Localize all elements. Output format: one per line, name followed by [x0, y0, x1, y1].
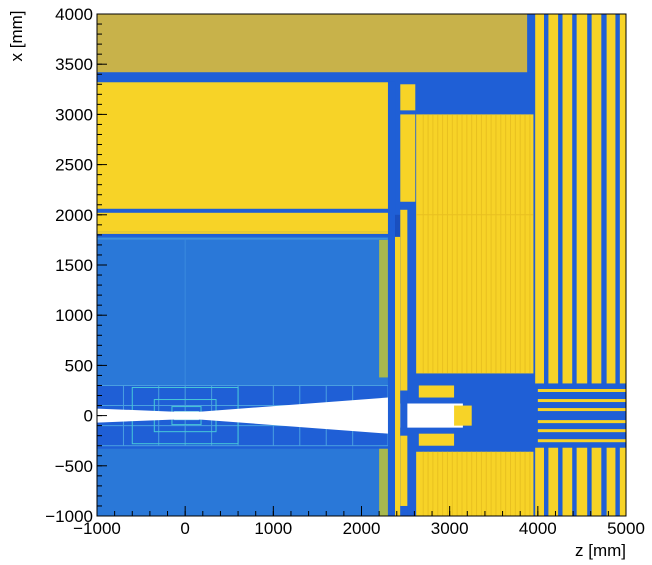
forward-far-stripe-lower-0 — [535, 447, 545, 516]
plot-area — [96, 14, 626, 516]
x-tick-label: −1000 — [73, 519, 121, 538]
beam-pipe-cone — [97, 397, 463, 434]
forward-block-a — [400, 114, 416, 202]
forward-muon-upper — [416, 114, 534, 374]
forward-far-stripe-upper-4 — [591, 14, 602, 384]
forward-far-stripe-upper-0 — [535, 14, 545, 384]
axes: −1000 0 1000 2000 3000 4000 5000 −1000 −500 0 500 1… — [45, 5, 645, 538]
y-tick-label: 1000 — [55, 306, 93, 325]
forward-far-stripe-upper-2 — [562, 14, 573, 384]
x-tick-label: 0 — [180, 519, 189, 538]
forward-far-stripe-upper-5 — [606, 14, 616, 384]
forward-far-stripe-lower-4 — [591, 447, 602, 516]
forward-far-stripe-lower-6 — [619, 447, 626, 516]
top-yoke-block — [97, 14, 528, 73]
y-tick-label: 2000 — [55, 206, 93, 225]
y-tick-label: 3500 — [55, 55, 93, 74]
y-tick-label: 0 — [84, 407, 93, 426]
far-forward-line-4 — [537, 399, 626, 403]
endcap-gap — [387, 81, 396, 516]
x-tick-label: 5000 — [607, 519, 645, 538]
calorimeter-upper — [97, 236, 388, 386]
forward-far-stripe-lower-3 — [576, 447, 588, 516]
y-tick-label: 500 — [65, 356, 93, 375]
barrel-return-yoke-block — [97, 82, 395, 209]
flange-dark — [395, 214, 401, 238]
forward-plug — [454, 405, 472, 426]
endcap-yellow-column — [400, 209, 408, 391]
forward-block-b — [400, 84, 416, 111]
endcap-yellow-column-lower — [400, 435, 408, 506]
far-forward-line-3 — [537, 408, 626, 412]
y-tick-label: 3000 — [55, 105, 93, 124]
calorimeter-lower — [97, 448, 388, 516]
far-forward-line-5 — [537, 388, 626, 393]
forward-beam-block-upper — [418, 385, 455, 398]
x-tick-label: 2000 — [343, 519, 381, 538]
far-forward-line-1 — [537, 429, 626, 433]
y-tick-label: 1500 — [55, 256, 93, 275]
forward-muon-lower — [416, 451, 534, 516]
far-forward-line-0 — [537, 439, 626, 443]
far-gap-top — [527, 14, 534, 73]
x-tick-label: 4000 — [519, 519, 557, 538]
endcap-green-lower — [379, 448, 388, 516]
endcap-green-upper — [379, 239, 388, 378]
forward-far-stripe-lower-2 — [562, 447, 573, 516]
y-tick-label: −1000 — [45, 507, 93, 526]
far-forward-region — [537, 383, 626, 446]
y-axis-title: x [mm] — [7, 11, 26, 62]
y-tick-label: 4000 — [55, 5, 93, 24]
forward-far-stripe-lower-1 — [548, 447, 559, 516]
forward-far-stripe-lower-5 — [606, 447, 616, 516]
x-tick-label: 1000 — [254, 519, 292, 538]
far-forward-line-2 — [537, 420, 626, 424]
forward-far-stripe-upper-3 — [576, 14, 588, 384]
x-axis-title: z [mm] — [575, 541, 626, 560]
endcap-thin-yellow — [395, 236, 401, 516]
x-tick-label: 3000 — [431, 519, 469, 538]
forward-beam-block-lower — [418, 433, 455, 446]
forward-far-stripe-upper-1 — [548, 14, 559, 384]
solenoid-strip — [97, 212, 396, 234]
y-tick-label: 2500 — [55, 156, 93, 175]
y-tick-label: −500 — [55, 457, 93, 476]
forward-far-stripe-upper-6 — [619, 14, 626, 384]
